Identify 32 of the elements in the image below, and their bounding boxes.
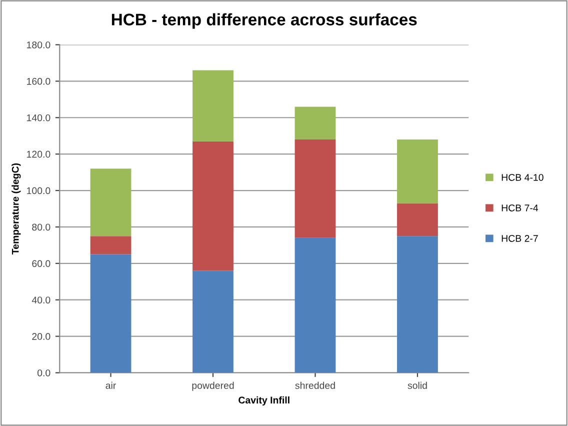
bar [397,203,438,236]
bar [397,236,438,373]
y-tick-label: 80.0 [32,224,50,231]
y-tick-label: 20.0 [32,333,50,340]
bar [90,254,132,373]
y-tick-label: 160.0 [27,78,50,85]
chart-title: HCB - temp difference across surfaces [112,13,417,29]
bar [90,168,132,236]
y-axis-title: Temperature (degC) [12,163,21,254]
bar [294,238,336,373]
x-tick-label: air [106,382,116,389]
bar [192,270,234,373]
y-tick-label: 0.0 [37,369,50,376]
bar [90,236,132,254]
legend-label: HCB 2-7 [502,234,538,242]
bar [294,139,336,238]
y-tick-label: 60.0 [32,260,50,268]
y-tick-label: 140.0 [27,114,50,122]
y-tick-label: 180.0 [27,41,50,48]
bar [294,106,336,140]
x-tick-label: shredded [295,382,335,389]
legend-label: HCB 7-4 [502,204,538,212]
x-tick-label: solid [408,382,427,389]
bar [397,139,438,204]
y-tick-label: 100.0 [27,187,50,194]
y-tick-label: 120.0 [27,150,50,158]
bar [192,141,234,271]
x-axis-title: Cavity Infill [238,396,290,406]
bar [192,70,234,142]
y-tick-label: 40.0 [32,296,50,304]
legend-label: HCB 4-10 [502,174,544,181]
x-tick-label: powdered [192,382,234,391]
